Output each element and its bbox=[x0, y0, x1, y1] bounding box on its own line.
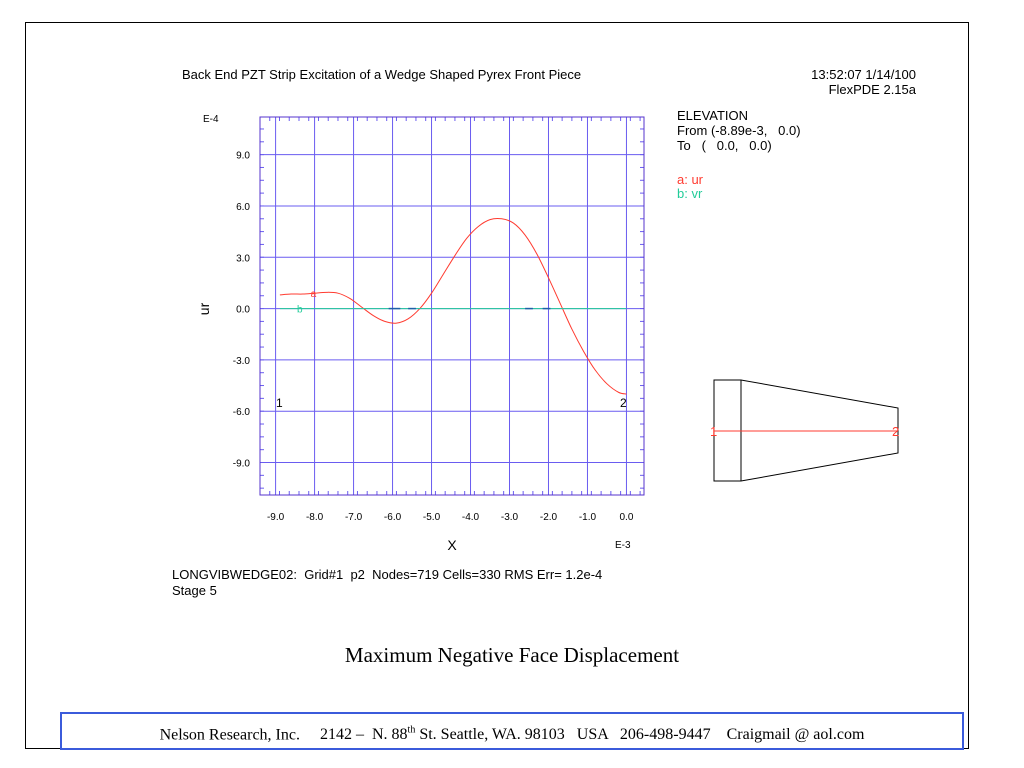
flexpde-plot: Back End PZT Strip Excitation of a Wedge… bbox=[172, 67, 917, 598]
x-tick-label: -9.0 bbox=[267, 512, 285, 523]
stage-info: Stage 5 bbox=[172, 583, 217, 598]
y-tick-label: 3.0 bbox=[236, 253, 250, 264]
inset-point-2: 2 bbox=[892, 424, 899, 439]
x-tick-label: 0.0 bbox=[620, 512, 634, 523]
legend-entry-vr: b: vr bbox=[677, 186, 703, 201]
endpoint-label-1: 1 bbox=[276, 396, 283, 410]
tick-labels: -9.0 -8.0 -7.0 -6.0 -5.0 -4.0 -3.0 -2.0 -1.0 0.0 9… bbox=[233, 151, 634, 523]
y-tick-label: -3.0 bbox=[233, 356, 251, 367]
legend-to: To ( 0.0, 0.0) bbox=[677, 138, 772, 153]
problem-info: LONGVIBWEDGE02: Grid#1 p2 Nodes=719 Cell… bbox=[172, 567, 602, 582]
x-tick-label: -6.0 bbox=[384, 512, 402, 523]
x-tick-label: -4.0 bbox=[462, 512, 480, 523]
y-exponent: E-4 bbox=[203, 114, 219, 125]
y-axis-label: ur bbox=[196, 302, 212, 315]
y-tick-label: 9.0 bbox=[236, 151, 250, 162]
series: ab bbox=[279, 217, 627, 395]
software-version: FlexPDE 2.15a bbox=[829, 82, 917, 97]
x-axis-label: X bbox=[447, 537, 457, 553]
contact-footer: Nelson Research, Inc. 2142 – N. 88th St.… bbox=[60, 712, 964, 750]
timestamp: 13:52:07 1/14/100 bbox=[811, 67, 916, 82]
x-tick-label: -2.0 bbox=[540, 512, 558, 523]
series-marker-ur: a bbox=[311, 289, 317, 300]
inset-point-1: 1 bbox=[710, 424, 717, 439]
legend-heading: ELEVATION bbox=[677, 108, 748, 123]
endpoint-label-2: 2 bbox=[620, 396, 627, 410]
legend-from: From (-8.89e-3, 0.0) bbox=[677, 123, 801, 138]
grid bbox=[260, 117, 644, 495]
series-line-ur bbox=[279, 217, 627, 395]
company-name: Nelson Research, Inc. bbox=[159, 726, 300, 744]
y-tick-label: -9.0 bbox=[233, 459, 251, 470]
address-sup: th bbox=[407, 725, 416, 736]
x-tick-label: -1.0 bbox=[579, 512, 597, 523]
footer-gap bbox=[300, 726, 320, 743]
x-exponent: E-3 bbox=[615, 540, 631, 551]
y-tick-label: 0.0 bbox=[236, 305, 250, 316]
axis-ticks bbox=[259, 117, 644, 495]
address-post: St. Seattle, WA. 98103 USA 206-498-9447 … bbox=[415, 726, 865, 744]
plot-frame bbox=[259, 116, 645, 496]
address: 2142 – N. 88th St. Seattle, WA. 98103 US… bbox=[319, 725, 865, 744]
x-tick-label: -5.0 bbox=[423, 512, 441, 523]
y-tick-label: 6.0 bbox=[236, 202, 250, 213]
series-marker-vr: b bbox=[297, 305, 303, 316]
slide-subtitle: Maximum Negative Face Displacement bbox=[344, 643, 680, 667]
plot-title: Back End PZT Strip Excitation of a Wedge… bbox=[182, 67, 581, 82]
legend-entry-ur: a: ur bbox=[677, 172, 704, 187]
slide-frame bbox=[25, 22, 969, 749]
address-pre: 2142 – N. 88 bbox=[319, 726, 408, 744]
x-tick-label: -3.0 bbox=[501, 512, 519, 523]
wedge-inset: 1 2 bbox=[710, 379, 899, 482]
x-tick-label: -8.0 bbox=[306, 512, 324, 523]
y-tick-label: -6.0 bbox=[233, 407, 251, 418]
x-tick-label: -7.0 bbox=[345, 512, 363, 523]
